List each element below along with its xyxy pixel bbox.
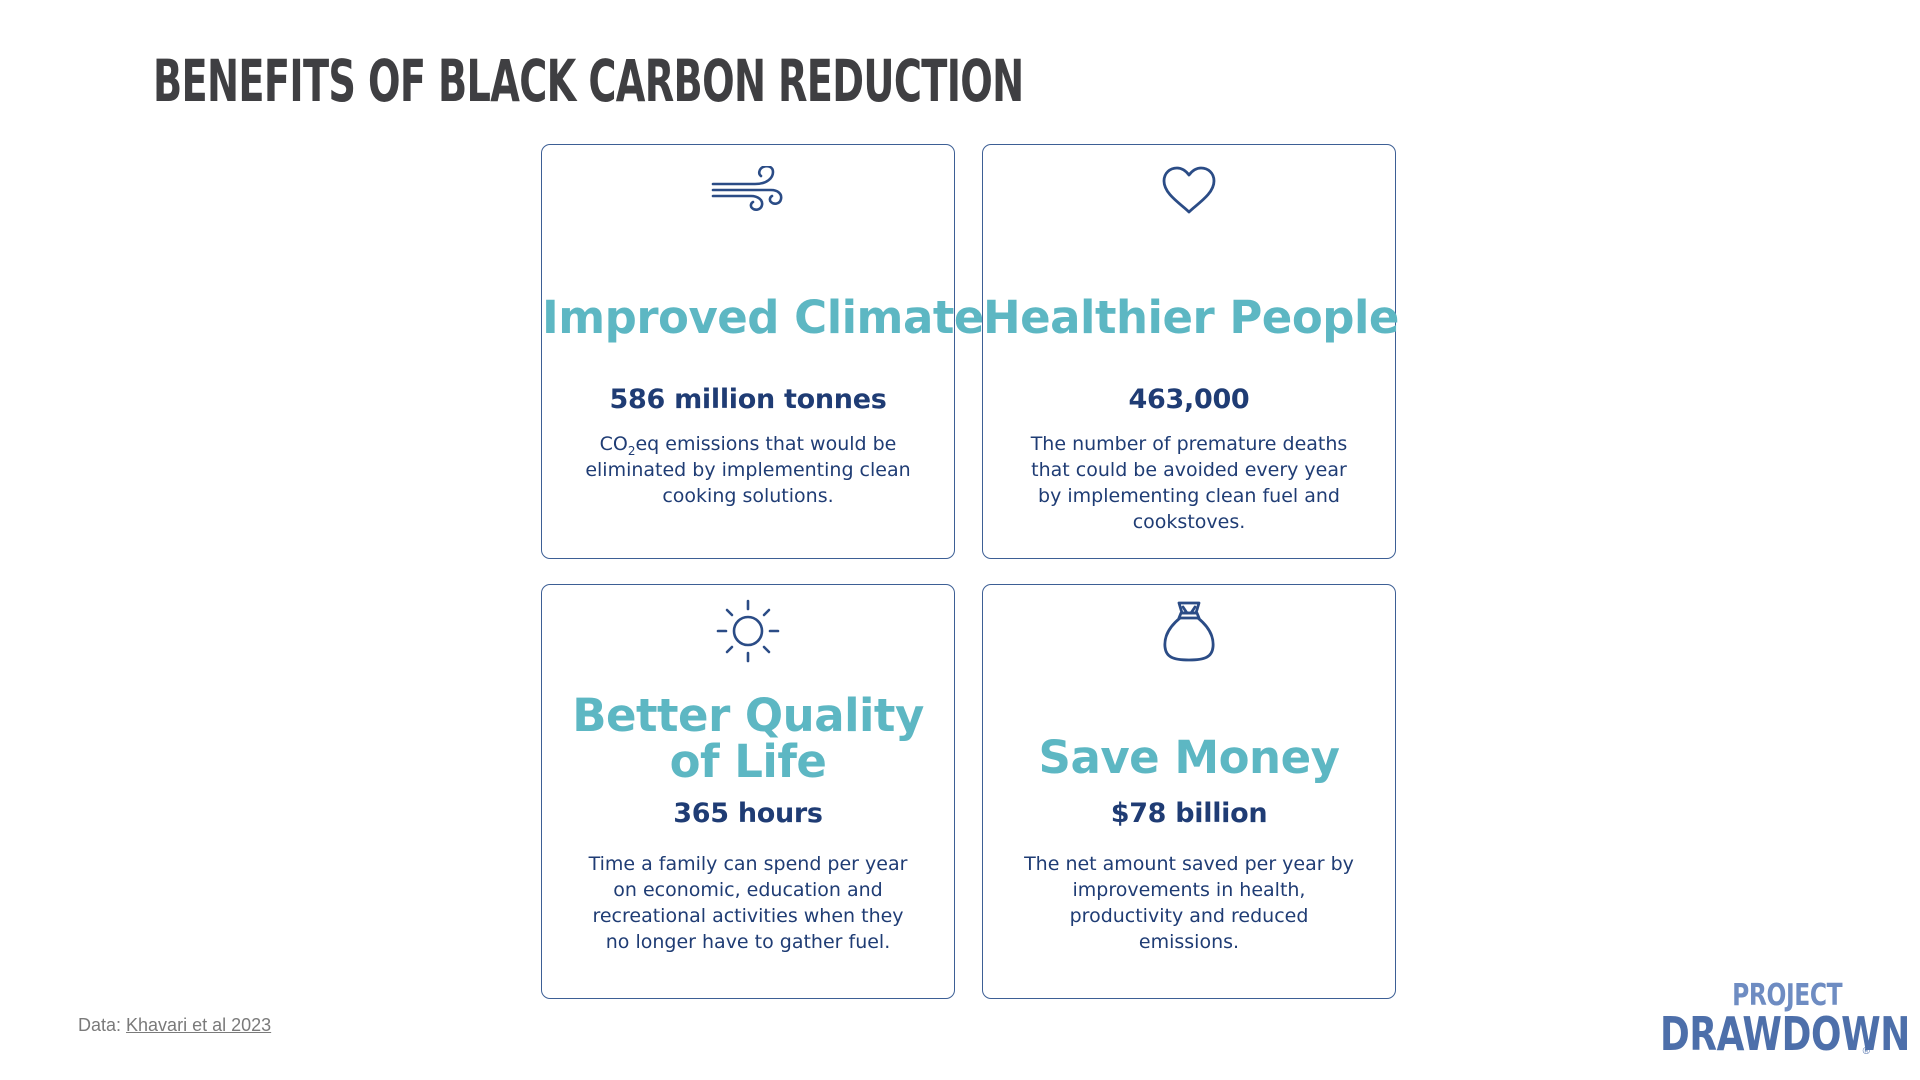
card-improved-climate: Improved Climate 586 million tonnes CO2e…: [541, 144, 984, 559]
card-description: The number of premature deaths that coul…: [1030, 433, 1348, 533]
card-heading: Healthier People: [983, 291, 1399, 344]
wind-icon: [708, 159, 788, 223]
card-better-quality-of-life: Better Quality of Life 365 hours Time a f…: [541, 584, 955, 999]
card-stat: $78 billion: [1110, 798, 1268, 829]
desc-subscript: 2: [627, 443, 636, 458]
desc-part: CO: [599, 433, 628, 455]
card-heading: Better Quality of Life: [542, 693, 954, 785]
card-description: The net amount saved per year by improve…: [1024, 853, 1354, 953]
card-healthier-people: Healthier People 463,000 The number of p…: [982, 144, 1399, 559]
logo-line-1: PROJECT: [1731, 978, 1843, 1013]
desc-part: eq emissions that would be eliminated by…: [585, 433, 911, 507]
card-stat: 365 hours: [673, 798, 823, 829]
card-heading: Improved Climate: [542, 291, 984, 344]
credit-link[interactable]: Khavari et al 2023: [126, 1015, 272, 1035]
card-stat: 463,000: [1128, 384, 1250, 415]
card-description: Time a family can spend per year on econ…: [588, 853, 908, 953]
logo-line-2: DRAWDOWN: [1660, 1007, 1910, 1061]
heading-line: of Life: [669, 735, 827, 788]
card-save-money: Save Money $78 billion The net amount sa…: [982, 584, 1396, 999]
project-drawdown-logo: PROJECT DRAWDOWN ®: [1660, 978, 1910, 1060]
data-credit: Data: Khavari et al 2023: [78, 1015, 271, 1036]
page-title: BENEFITS OF BLACK CARBON REDUCTION: [153, 47, 1024, 115]
heading-line: Better Quality: [572, 689, 924, 742]
card-stat: 586 million tonnes: [609, 384, 887, 415]
card-description: CO2eq emissions that would be eliminated…: [582, 431, 914, 509]
registered-mark: ®: [1862, 1046, 1870, 1057]
sun-icon: [708, 599, 788, 663]
money-bag-icon: [1149, 599, 1229, 663]
credit-label: Data:: [78, 1015, 127, 1035]
card-heading: Save Money: [1038, 731, 1340, 784]
heart-icon: [1149, 159, 1229, 223]
